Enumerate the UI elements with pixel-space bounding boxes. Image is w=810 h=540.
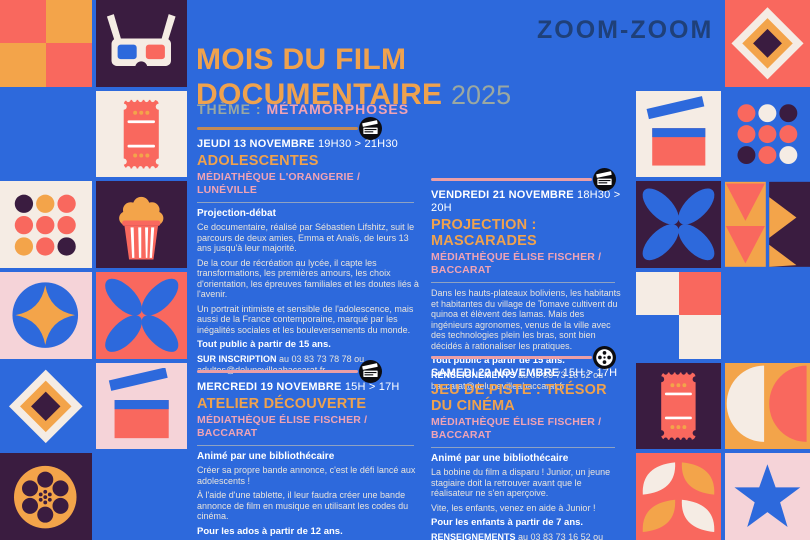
event-paragraph: Dans les hauts-plateaux boliviens, les h…	[431, 288, 621, 351]
audience-line: Tout public à partir de 15 ans.	[431, 355, 565, 366]
divider	[197, 445, 415, 446]
event-subtitle: Animé par une bibliothécaire	[431, 453, 569, 464]
event-title: ADOLESCENTES	[197, 153, 319, 169]
event-subtitle: Animé par une bibliothécaire	[197, 451, 335, 462]
contact-info: RENSEIGNEMENTS au 03 83 73 16 52 ou bacc…	[431, 370, 604, 391]
audience-line: Pour les ados à partir de 12 ans.	[197, 525, 343, 537]
event-venue: MÉDIATHÈQUE ÉLISE FISCHER / BACCARAT	[197, 414, 368, 439]
event-venue: MÉDIATHÈQUE ÉLISE FISCHER / BACCARAT	[431, 251, 602, 276]
event-section-adolescentes: JEUDI 13 NOVEMBRE 19H30 > 21H30 ADOLESCE…	[197, 117, 421, 379]
dots-grid-tile	[0, 181, 92, 268]
audience-line: Pour les enfants à partir de 7 ans.	[431, 517, 584, 528]
half-circles-tile	[725, 362, 810, 450]
event-title: JEU DE PISTE : TRÉSOR DU CINÉMA	[431, 382, 607, 414]
ticket-icon	[636, 362, 721, 450]
clapperboard-badge-icon	[593, 168, 616, 191]
clapperboard-icon	[636, 90, 721, 178]
clapperboard-badge-icon	[359, 117, 382, 140]
dots-grid-tile	[725, 90, 810, 178]
left-tile-strip	[0, 0, 187, 540]
event-paragraph: La bobine du film a disparu ! Junior, un…	[431, 467, 611, 498]
section-rule	[197, 117, 421, 140]
clapperboard-icon	[95, 362, 187, 450]
contact-info: RENSEIGNEMENTS au 03 83 73 16 52 ou bacc…	[431, 532, 604, 540]
poster-year: 2025	[451, 80, 512, 111]
section-rule	[431, 168, 621, 191]
plain-tile	[95, 453, 187, 540]
event-paragraph: Ce documentaire, réalisé par Sébastien L…	[197, 222, 415, 253]
clapperboard-badge-icon	[359, 360, 382, 383]
right-tile-strip	[636, 0, 810, 540]
event-paragraph: De la cour de récréation au lycée, il ca…	[197, 257, 419, 300]
section-rule	[431, 346, 621, 369]
event-section-jeu-de-piste: SAMEDI 22 NOVEMBRE 15H > 17H JEU DE PIST…	[431, 346, 621, 540]
contact-info: SUR INSCRIPTION au 03 83 73 78 78 ou adu…	[197, 354, 365, 375]
leaves-icon	[636, 453, 721, 540]
concentric-diamonds-icon	[0, 362, 92, 450]
theme-line: THÈME : MÉTAMORPHOSES	[197, 101, 410, 117]
event-date: JEUDI 13 NOVEMBRE 19H30 > 21H30	[197, 138, 398, 150]
event-title: ATELIER DÉCOUVERTE	[197, 396, 367, 412]
checker-tile	[636, 271, 721, 359]
event-title: PROJECTION : MASCARADES	[431, 217, 537, 249]
event-date: SAMEDI 22 NOVEMBRE 15H > 17H	[431, 367, 618, 379]
event-section-atelier-decouverte: MERCREDI 19 NOVEMBRE 15H > 17H ATELIER D…	[197, 360, 421, 540]
divider	[431, 447, 616, 448]
petal-flower-icon	[95, 271, 187, 359]
event-venue: MÉDIATHÈQUE ÉLISE FISCHER / BACCARAT	[431, 416, 602, 441]
film-reel-icon	[0, 453, 92, 540]
event-venue: MÉDIATHÈQUE L'ORANGERIE / LUNÉVILLE	[197, 171, 361, 196]
ticket-icon	[95, 90, 187, 178]
star-in-circle-icon	[0, 271, 92, 359]
section-rule	[197, 360, 421, 383]
poster-title: MOIS DU FILM DOCUMENTAIRE 2025	[196, 43, 512, 112]
event-paragraph: À l'aide d'une tablette, il leur faudra …	[197, 490, 409, 521]
triangle-pattern-tile	[725, 181, 810, 268]
concentric-diamonds-icon	[725, 0, 810, 87]
event-paragraph: Vite, les enfants, venez en aide à Junio…	[431, 502, 596, 513]
event-date: MERCREDI 19 NOVEMBRE 15H > 17H	[197, 381, 400, 393]
event-date: VENDREDI 21 NOVEMBRE 18H30 > 20H	[431, 189, 621, 214]
plain-tile	[636, 0, 721, 87]
plain-tile	[725, 271, 810, 359]
zoom-zoom-logo: ZOOM-ZOOM	[537, 16, 714, 44]
event-section-mascarades: VENDREDI 21 NOVEMBRE 18H30 > 20H PROJECT…	[431, 168, 621, 395]
event-paragraph: Créer sa propre bande annonce, c'est le …	[197, 465, 416, 486]
audience-line: Tout public à partir de 15 ans.	[197, 339, 331, 350]
3d-glasses-icon	[95, 0, 187, 87]
divider	[197, 202, 415, 203]
film-reel-badge-icon	[593, 346, 616, 369]
popcorn-icon	[95, 181, 187, 268]
divider	[431, 282, 616, 283]
star-icon	[725, 453, 810, 540]
checker-tile	[0, 0, 92, 87]
event-subtitle: Projection-débat	[197, 208, 276, 219]
event-paragraph: Un portrait intimiste et sensible de l'a…	[197, 303, 414, 335]
petal-flower-icon	[636, 181, 721, 268]
plain-tile	[0, 90, 92, 178]
